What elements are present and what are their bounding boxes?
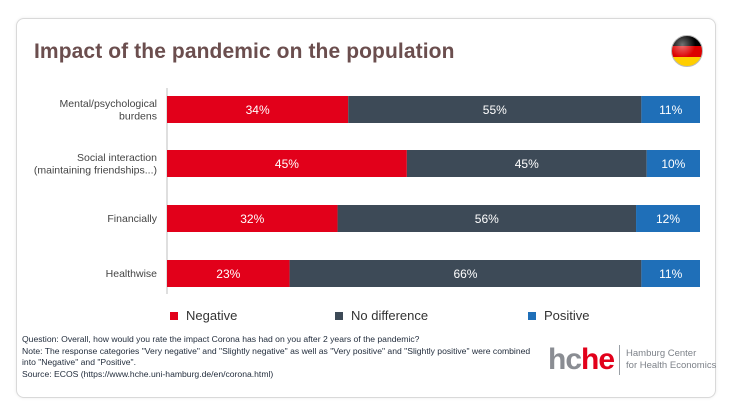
category-label: Mental/psychological burdens <box>60 98 157 123</box>
data-label: 12% <box>656 212 680 226</box>
legend-swatch <box>335 311 343 320</box>
category-label: Financially <box>107 213 157 225</box>
bar-segment-no-difference <box>406 150 647 177</box>
footnotes: Question: Overall, how would you rate th… <box>22 334 532 380</box>
data-label: 11% <box>659 103 682 117</box>
legend-item: No difference <box>335 308 428 323</box>
stacked-bar-chart: Mental/psychological burdens 34% 55% 11% Soci… <box>34 88 700 294</box>
chart-legend: Negative No difference Positive <box>0 308 733 326</box>
data-label: 23% <box>216 267 240 281</box>
logo-line-1: Hamburg Center <box>626 348 697 359</box>
bar-segment-no-difference <box>348 96 642 123</box>
question-note: Question: Overall, how would you rate th… <box>22 334 420 344</box>
bar-segment-no-difference <box>337 205 637 232</box>
bar-segment-negative <box>167 96 349 123</box>
data-label: 55% <box>483 103 507 117</box>
combination-note: Note: The response categories "Very nega… <box>22 345 531 368</box>
bar-segment-negative <box>167 150 407 177</box>
legend-swatch <box>528 311 536 320</box>
data-label: 34% <box>246 103 270 117</box>
legend-label: Negative <box>186 308 238 323</box>
hche-logo: hche Hamburg Center for Health Economics <box>548 342 716 378</box>
data-label: 66% <box>453 267 477 281</box>
logo-mark: hche <box>548 343 615 376</box>
legend-label: No difference <box>351 308 429 323</box>
logo-divider <box>619 345 621 375</box>
data-label: 11% <box>659 267 682 281</box>
logo-text: Hamburg Center for Health Economics <box>626 348 716 372</box>
chart-title: Impact of the pandemic on the population <box>34 40 455 63</box>
bar-segment-positive <box>641 260 700 287</box>
bar-segment-negative <box>167 205 338 232</box>
germany-flag-icon <box>671 35 703 67</box>
logo-mark-he: he <box>581 343 615 376</box>
legend-swatch <box>170 311 178 320</box>
category-label: Healthwise <box>106 268 158 280</box>
category-label: Social interaction (maintaining friendshi… <box>34 152 157 177</box>
bar-segment-negative <box>167 260 290 287</box>
data-label: 45% <box>515 157 539 171</box>
bar-segment-no-difference <box>289 260 642 287</box>
bar-segment-positive <box>636 205 700 232</box>
data-label: 32% <box>240 212 264 226</box>
logo-line-2: for Health Economics <box>626 360 717 371</box>
logo-mark-hc: hc <box>548 343 582 376</box>
data-label: 45% <box>275 157 299 171</box>
data-label: 56% <box>475 212 499 226</box>
legend-item: Negative <box>170 308 237 323</box>
legend-item: Positive <box>528 308 590 323</box>
legend-label: Positive <box>544 308 590 323</box>
source-note: Source: ECOS (https://www.hche.uni-hambu… <box>22 368 274 379</box>
bar-segment-positive <box>641 96 700 123</box>
data-label: 10% <box>661 157 685 171</box>
bar-segment-positive <box>646 150 700 177</box>
